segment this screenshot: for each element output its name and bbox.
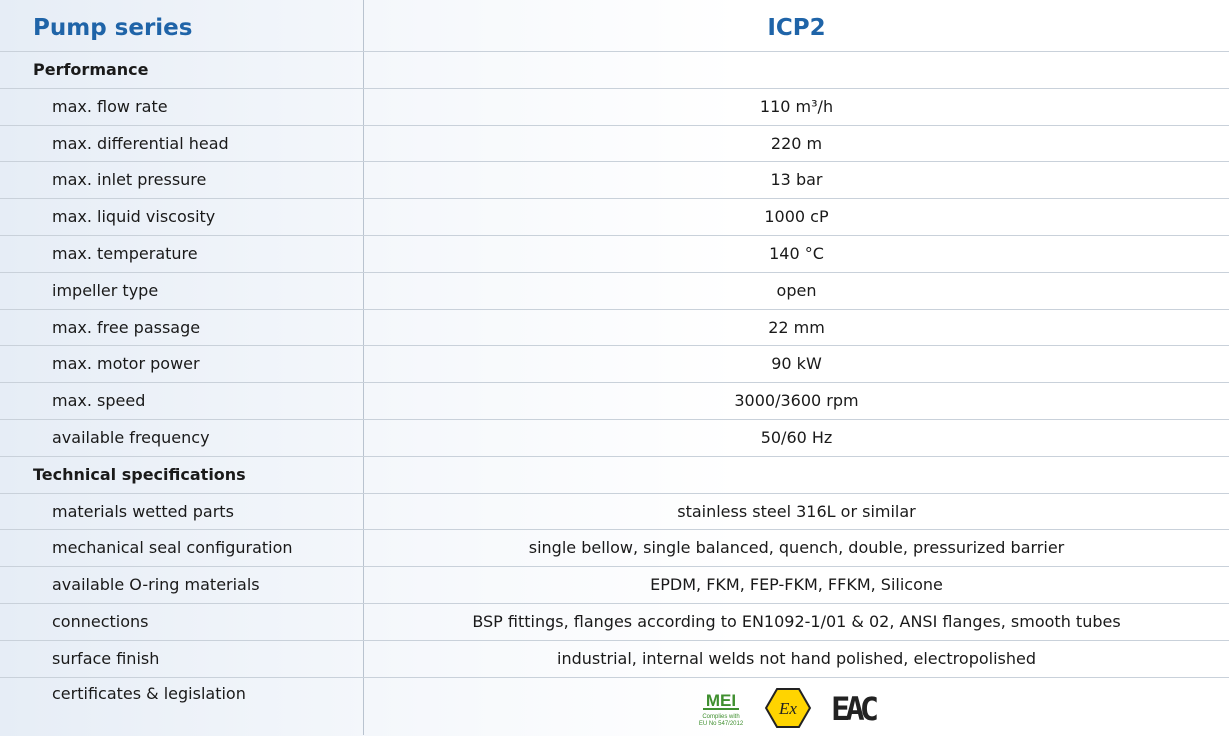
spec-value: EPDM, FKM, FEP-FKM, FFKM, Silicone [650, 575, 943, 595]
section-row: Technical specifications [0, 455, 1229, 493]
section-row: Performance [0, 51, 1229, 88]
spec-label: surface finish [52, 648, 160, 668]
spec-value: stainless steel 316L or similar [677, 501, 916, 521]
certificates-row: certificates & legislation MEI Complies … [0, 677, 1229, 736]
spec-value: 220 m [770, 133, 823, 153]
spec-label: max. motor power [52, 354, 200, 374]
certificate-logos: MEI Complies with EU No 547/2012 Ex EAC [699, 687, 879, 729]
spec-value: single bellow, single balanced, quench, … [528, 538, 1065, 558]
header-title: Pump series [33, 15, 193, 41]
spec-row: impeller type open [0, 271, 1229, 309]
spec-label: max. inlet pressure [52, 170, 207, 190]
spec-value: industrial, internal welds not hand poli… [557, 648, 1036, 668]
section-title: Performance [33, 60, 149, 79]
spec-label: max. speed [52, 391, 146, 411]
spec-label: max. differential head [52, 133, 229, 153]
spec-label: available O-ring materials [52, 575, 260, 595]
ex-hexagon [764, 687, 812, 729]
spec-label: mechanical seal configuration [52, 538, 293, 558]
spec-row: connections BSP fittings, flanges accordi… [0, 603, 1229, 640]
spec-label: max. liquid viscosity [52, 207, 216, 227]
spec-value: 140 °C [769, 244, 824, 263]
spec-row: max. motor power 90 kW [0, 345, 1229, 382]
spec-label: max. temperature [52, 244, 198, 263]
spec-label: materials wetted parts [52, 501, 234, 521]
spec-value: 1000 cP [764, 207, 829, 227]
eac-logo: EAC [831, 690, 879, 728]
spec-row: max. temperature 140 °C [0, 235, 1229, 272]
spec-row: max. liquid viscosity 1000 cP [0, 198, 1229, 235]
spec-label: impeller type [52, 280, 159, 300]
spec-value: 50/60 Hz [760, 428, 833, 447]
spec-label: max. free passage [52, 317, 201, 337]
spec-value: 13 bar [770, 170, 823, 190]
mei-note: EU No 547/2012 [699, 721, 744, 727]
spec-row: max. free passage 22 mm [0, 308, 1229, 346]
spec-row: max. inlet pressure 13 bar [0, 161, 1229, 198]
spec-value: BSP fittings, flanges according to EN109… [472, 612, 1121, 631]
spec-row: max. flow rate 110 m³/h [0, 87, 1229, 125]
spec-label: available frequency [52, 428, 210, 447]
spec-label: connections [52, 612, 149, 631]
section-title: Technical specifications [33, 464, 246, 484]
spec-row: available frequency 50/60 Hz [0, 419, 1229, 456]
column-divider [363, 0, 364, 735]
spec-row: materials wetted parts stainless steel 31… [0, 492, 1229, 530]
spec-value: 90 kW [771, 354, 822, 374]
spec-row: max. differential head 220 m [0, 124, 1229, 162]
spec-row: available O-ring materials EPDM, FKM, FEP… [0, 566, 1229, 603]
spec-label: max. flow rate [52, 96, 168, 116]
spec-value: 3000/3600 rpm [734, 391, 859, 411]
spec-row: surface finish industrial, internal welds… [0, 639, 1229, 677]
header-model: ICP2 [767, 15, 826, 41]
spec-value: open [776, 280, 817, 300]
mei-note: Complies with [702, 714, 739, 720]
spec-value: 110 m³/h [759, 96, 834, 116]
spec-row: mechanical seal configuration single bell… [0, 529, 1229, 566]
certificates-label: certificates & legislation [52, 684, 246, 703]
ex-logo: Ex [778, 699, 797, 718]
spec-row: max. speed 3000/3600 rpm [0, 382, 1229, 419]
mei-logo: MEI [706, 691, 736, 710]
spec-value: 22 mm [768, 317, 825, 337]
